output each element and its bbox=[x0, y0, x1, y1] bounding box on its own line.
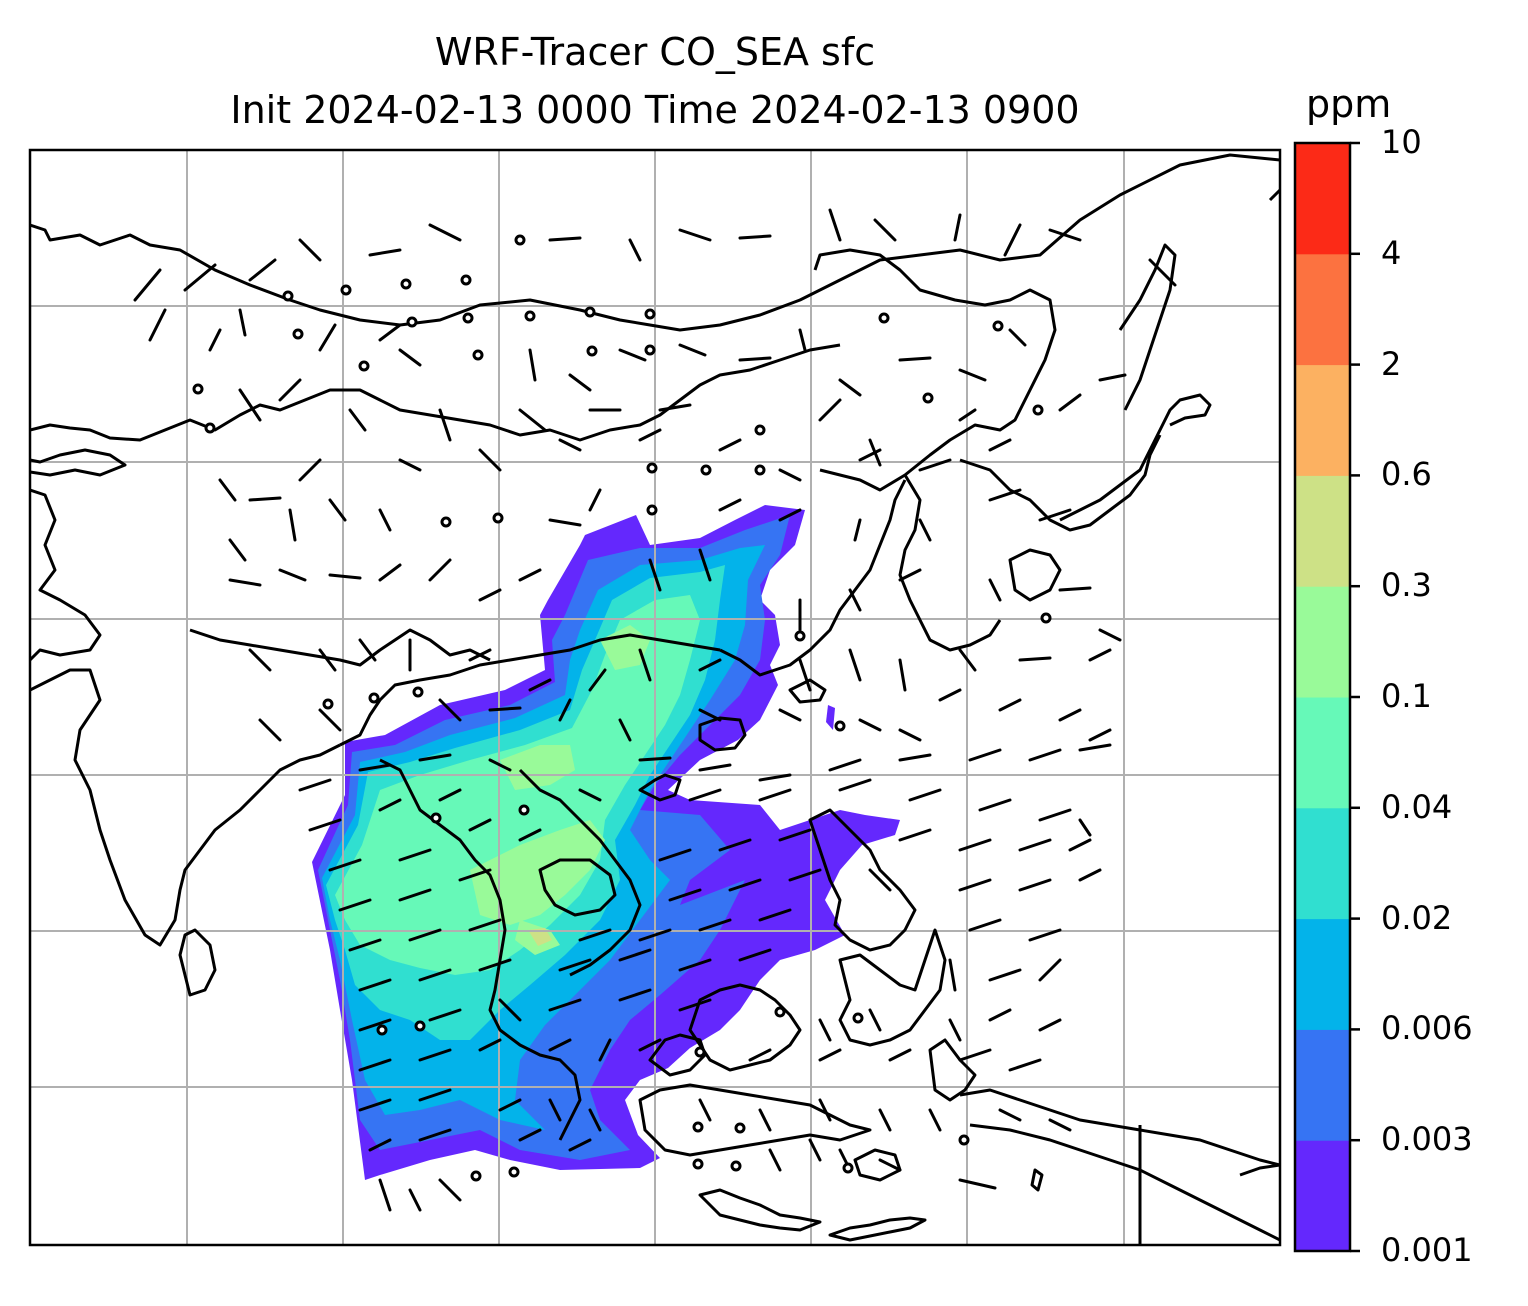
colorbar bbox=[1295, 141, 1360, 1253]
wind-barbs bbox=[133, 208, 1177, 1212]
colorbar-segment bbox=[1295, 1029, 1350, 1141]
colorbar-segment bbox=[1295, 697, 1350, 809]
colorbar-segment bbox=[1295, 475, 1350, 587]
colorbar-segment bbox=[1295, 586, 1350, 698]
colorbar-segment bbox=[1295, 807, 1350, 920]
coastlines bbox=[30, 153, 1280, 1245]
colorbar-unit-label: ppm bbox=[1306, 82, 1392, 126]
map-frame bbox=[28, 148, 1282, 1247]
colorbar-segment bbox=[1295, 364, 1350, 476]
chart-subtitle: Init 2024-02-13 0000 Time 2024-02-13 090… bbox=[230, 88, 1080, 132]
tracer-patch-scs bbox=[826, 705, 835, 730]
gridlines bbox=[30, 150, 1280, 1245]
colorbar-tick-label: 10 bbox=[1381, 123, 1422, 161]
tracer-level-01 bbox=[470, 625, 650, 955]
colorbar-segment bbox=[1295, 253, 1350, 366]
colorbar-tick-label: 0.003 bbox=[1381, 1120, 1473, 1159]
colorbar-tick-label: 0.04 bbox=[1381, 787, 1453, 826]
colorbar-tick-label: 0.6 bbox=[1381, 455, 1432, 494]
colorbar-segment bbox=[1295, 143, 1350, 255]
colorbar-segment bbox=[1295, 918, 1350, 1030]
colorbar-tick-label: 2 bbox=[1381, 344, 1402, 383]
map-area bbox=[30, 150, 1280, 1245]
colorbar-tick-label: 0.02 bbox=[1381, 898, 1453, 937]
chart-title: WRF-Tracer CO_SEA sfc bbox=[434, 30, 876, 74]
tracer-level-03 bbox=[528, 928, 552, 946]
colorbar-tick-label: 0.001 bbox=[1381, 1231, 1473, 1269]
colorbar-tick-label: 4 bbox=[1381, 233, 1402, 272]
colorbar-segment bbox=[1295, 1140, 1350, 1252]
colorbar-tick-label: 0.3 bbox=[1381, 566, 1432, 605]
colorbar-tick-label: 0.006 bbox=[1381, 1009, 1473, 1048]
colorbar-frame bbox=[1293, 141, 1352, 1253]
calm-wind-markers bbox=[192, 234, 1052, 1182]
colorbar-tick-label: 0.1 bbox=[1381, 677, 1432, 715]
